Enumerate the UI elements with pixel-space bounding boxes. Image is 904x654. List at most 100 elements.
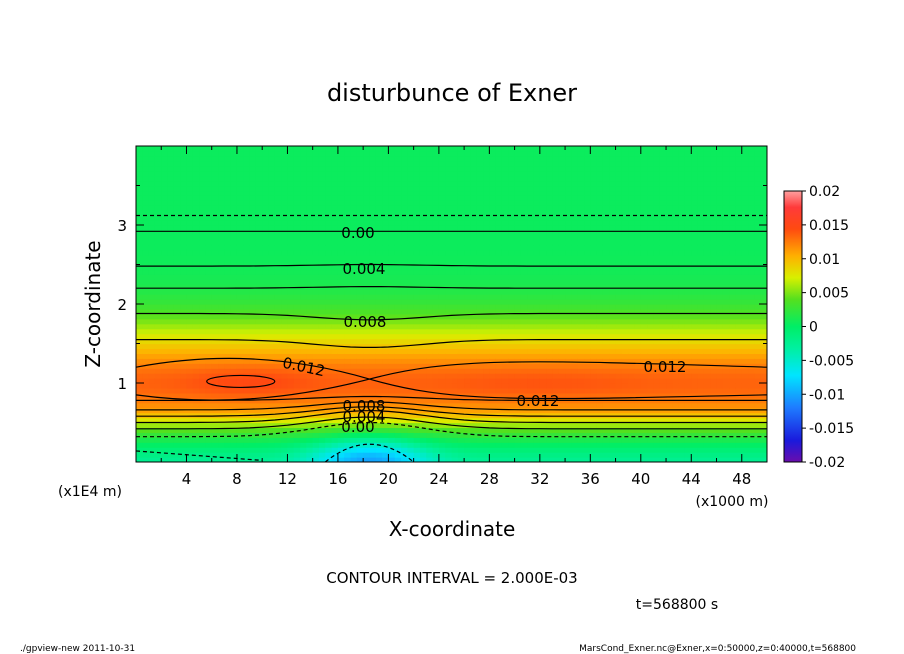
field-cell (180, 442, 188, 448)
field-cell (401, 432, 408, 438)
field-cell (350, 457, 358, 462)
field-cell (287, 402, 295, 409)
field-cell (413, 244, 421, 251)
field-cell (489, 392, 497, 399)
field-cell (476, 190, 484, 196)
field-cell (438, 269, 446, 275)
field-cell (356, 155, 364, 162)
field-cell (375, 146, 383, 152)
field-cell (552, 155, 560, 162)
field-cell (192, 215, 200, 221)
field-cell (224, 150, 232, 157)
field-cell (255, 407, 263, 414)
field-cell (218, 407, 225, 414)
field-cell (438, 373, 446, 379)
field-cell (161, 205, 169, 211)
field-cell (218, 284, 225, 290)
field-cell (318, 225, 326, 231)
field-cell (558, 412, 566, 419)
field-cell (230, 299, 238, 305)
field-cell (268, 392, 276, 399)
field-cell (268, 318, 276, 325)
field-cell (394, 313, 402, 320)
field-cell (318, 373, 326, 379)
field-cell (369, 185, 377, 192)
field-cell (325, 225, 333, 231)
field-cell (470, 407, 478, 414)
field-cell (337, 294, 345, 300)
field-cell (520, 259, 528, 266)
field-cell (388, 323, 396, 330)
field-cell (369, 328, 377, 335)
field-cell (300, 289, 307, 295)
field-cell (508, 417, 516, 424)
field-cell (356, 437, 364, 443)
field-cell (344, 457, 352, 462)
field-cell (224, 338, 232, 345)
field-cell (388, 264, 396, 271)
field-cell (394, 373, 402, 379)
field-cell (445, 457, 453, 462)
field-cell (325, 323, 333, 330)
field-cell (571, 200, 579, 206)
field-cell (621, 348, 629, 354)
field-cell (394, 155, 402, 162)
field-cell (609, 338, 617, 345)
field-cell (514, 353, 522, 359)
field-cell (306, 358, 314, 364)
field-cell (464, 412, 472, 419)
field-cell (287, 304, 295, 310)
field-cell (268, 323, 276, 330)
field-cell (565, 279, 572, 285)
field-cell (388, 313, 396, 320)
field-cell (552, 383, 560, 389)
field-cell (199, 239, 207, 246)
field-cell (407, 269, 415, 275)
field-cell (483, 442, 490, 448)
field-cell (142, 353, 150, 359)
field-cell (148, 422, 156, 429)
field-cell (199, 165, 207, 172)
field-cell (344, 146, 352, 152)
field-cell (382, 308, 389, 315)
field-cell (489, 358, 497, 364)
field-cell (602, 195, 610, 201)
field-cell (274, 447, 282, 453)
field-cell (369, 244, 377, 251)
field-cell (312, 353, 320, 359)
field-cell (565, 289, 572, 295)
field-cell (596, 412, 604, 419)
field-cell (255, 289, 263, 295)
field-cell (388, 195, 396, 201)
field-cell (501, 333, 509, 340)
field-cell (180, 239, 188, 246)
field-cell (407, 318, 415, 325)
field-cell (419, 195, 427, 201)
field-cell (192, 373, 200, 379)
field-cell (243, 195, 251, 201)
field-cell (394, 437, 402, 443)
field-cell (457, 402, 465, 409)
field-cell (331, 215, 339, 221)
field-cell (337, 427, 345, 433)
field-cell (382, 165, 389, 172)
field-cell (236, 155, 244, 162)
field-cell (318, 220, 326, 226)
field-cell (457, 457, 465, 462)
field-cell (281, 215, 289, 221)
field-cell (438, 407, 446, 414)
field-cell (621, 358, 629, 364)
field-cell (539, 274, 547, 280)
field-cell (287, 190, 295, 196)
field-cell (331, 200, 339, 206)
field-cell (318, 205, 326, 211)
field-cell (609, 244, 617, 251)
field-cell (584, 160, 591, 167)
field-cell (306, 378, 314, 384)
field-cell (287, 338, 295, 345)
field-cell (205, 432, 213, 438)
field-cell (394, 254, 402, 261)
field-cell (356, 259, 364, 266)
field-cell (558, 304, 566, 310)
field-cell (136, 234, 143, 241)
